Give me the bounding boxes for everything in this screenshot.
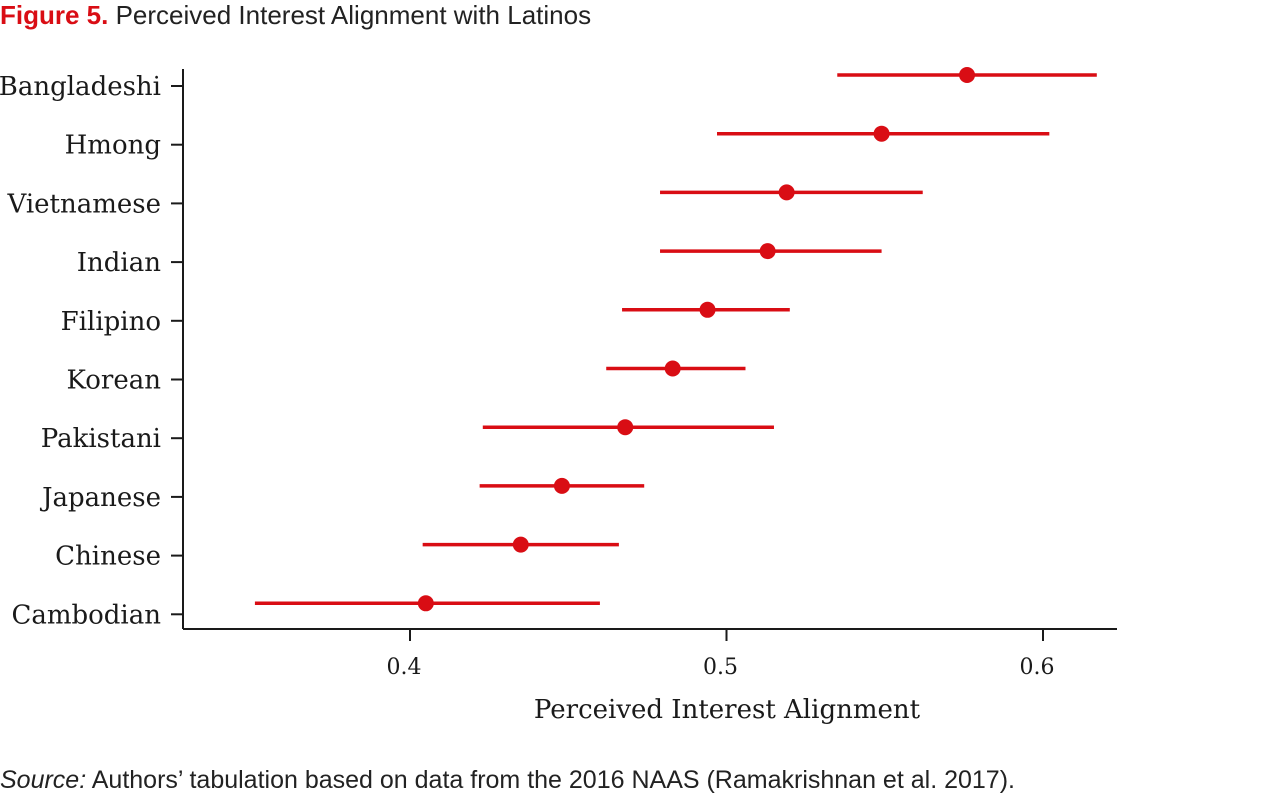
point-estimate <box>664 360 681 377</box>
point-estimate <box>778 184 795 201</box>
y-tick-label: Vietnamese <box>7 189 162 219</box>
figure-source-caption: Source: Authors’ tabulation based on dat… <box>0 763 1015 797</box>
point-estimate <box>417 595 434 612</box>
y-tick-label: Indian <box>77 248 161 278</box>
y-tick-label: Korean <box>67 366 162 396</box>
y-tick-label: Bangladeshi <box>0 72 161 102</box>
y-tick-label: Pakistani <box>41 424 161 454</box>
chart-marks <box>254 67 1097 612</box>
source-text: Authors’ tabulation based on data from t… <box>86 766 1015 794</box>
y-axis: Bangladeshi Hmong Vietnamese Indian Filipino… <box>0 69 184 630</box>
figure-label: Figure 5. <box>0 0 109 30</box>
y-tick-label: Japanese <box>39 483 161 513</box>
point-estimate <box>759 243 776 260</box>
figure-title-text: Perceived Interest Alignment with Latino… <box>115 0 592 30</box>
point-estimate <box>699 301 716 318</box>
x-axis: 0.4 0.5 0.6 <box>183 628 1117 680</box>
point-estimate <box>553 477 570 494</box>
point-estimate <box>873 125 890 142</box>
x-tick-label: 0.5 <box>703 655 738 680</box>
x-axis-title: Perceived Interest Alignment <box>534 695 921 725</box>
dot-whisker-chart: Bangladeshi Hmong Vietnamese Indian Filipino… <box>0 67 1117 725</box>
y-tick-label: Filipino <box>61 307 161 337</box>
point-estimate <box>512 536 529 553</box>
y-tick-label: Hmong <box>65 131 161 161</box>
point-estimate <box>617 419 634 436</box>
x-tick-label: 0.4 <box>387 655 422 680</box>
point-estimate <box>959 67 976 83</box>
y-tick-label: Chinese <box>55 542 161 572</box>
figure-title: Figure 5. Perceived Interest Alignment w… <box>0 0 591 36</box>
y-tick-label: Cambodian <box>11 600 161 630</box>
source-label: Source: <box>0 766 87 794</box>
x-tick-label: 0.6 <box>1020 655 1055 680</box>
